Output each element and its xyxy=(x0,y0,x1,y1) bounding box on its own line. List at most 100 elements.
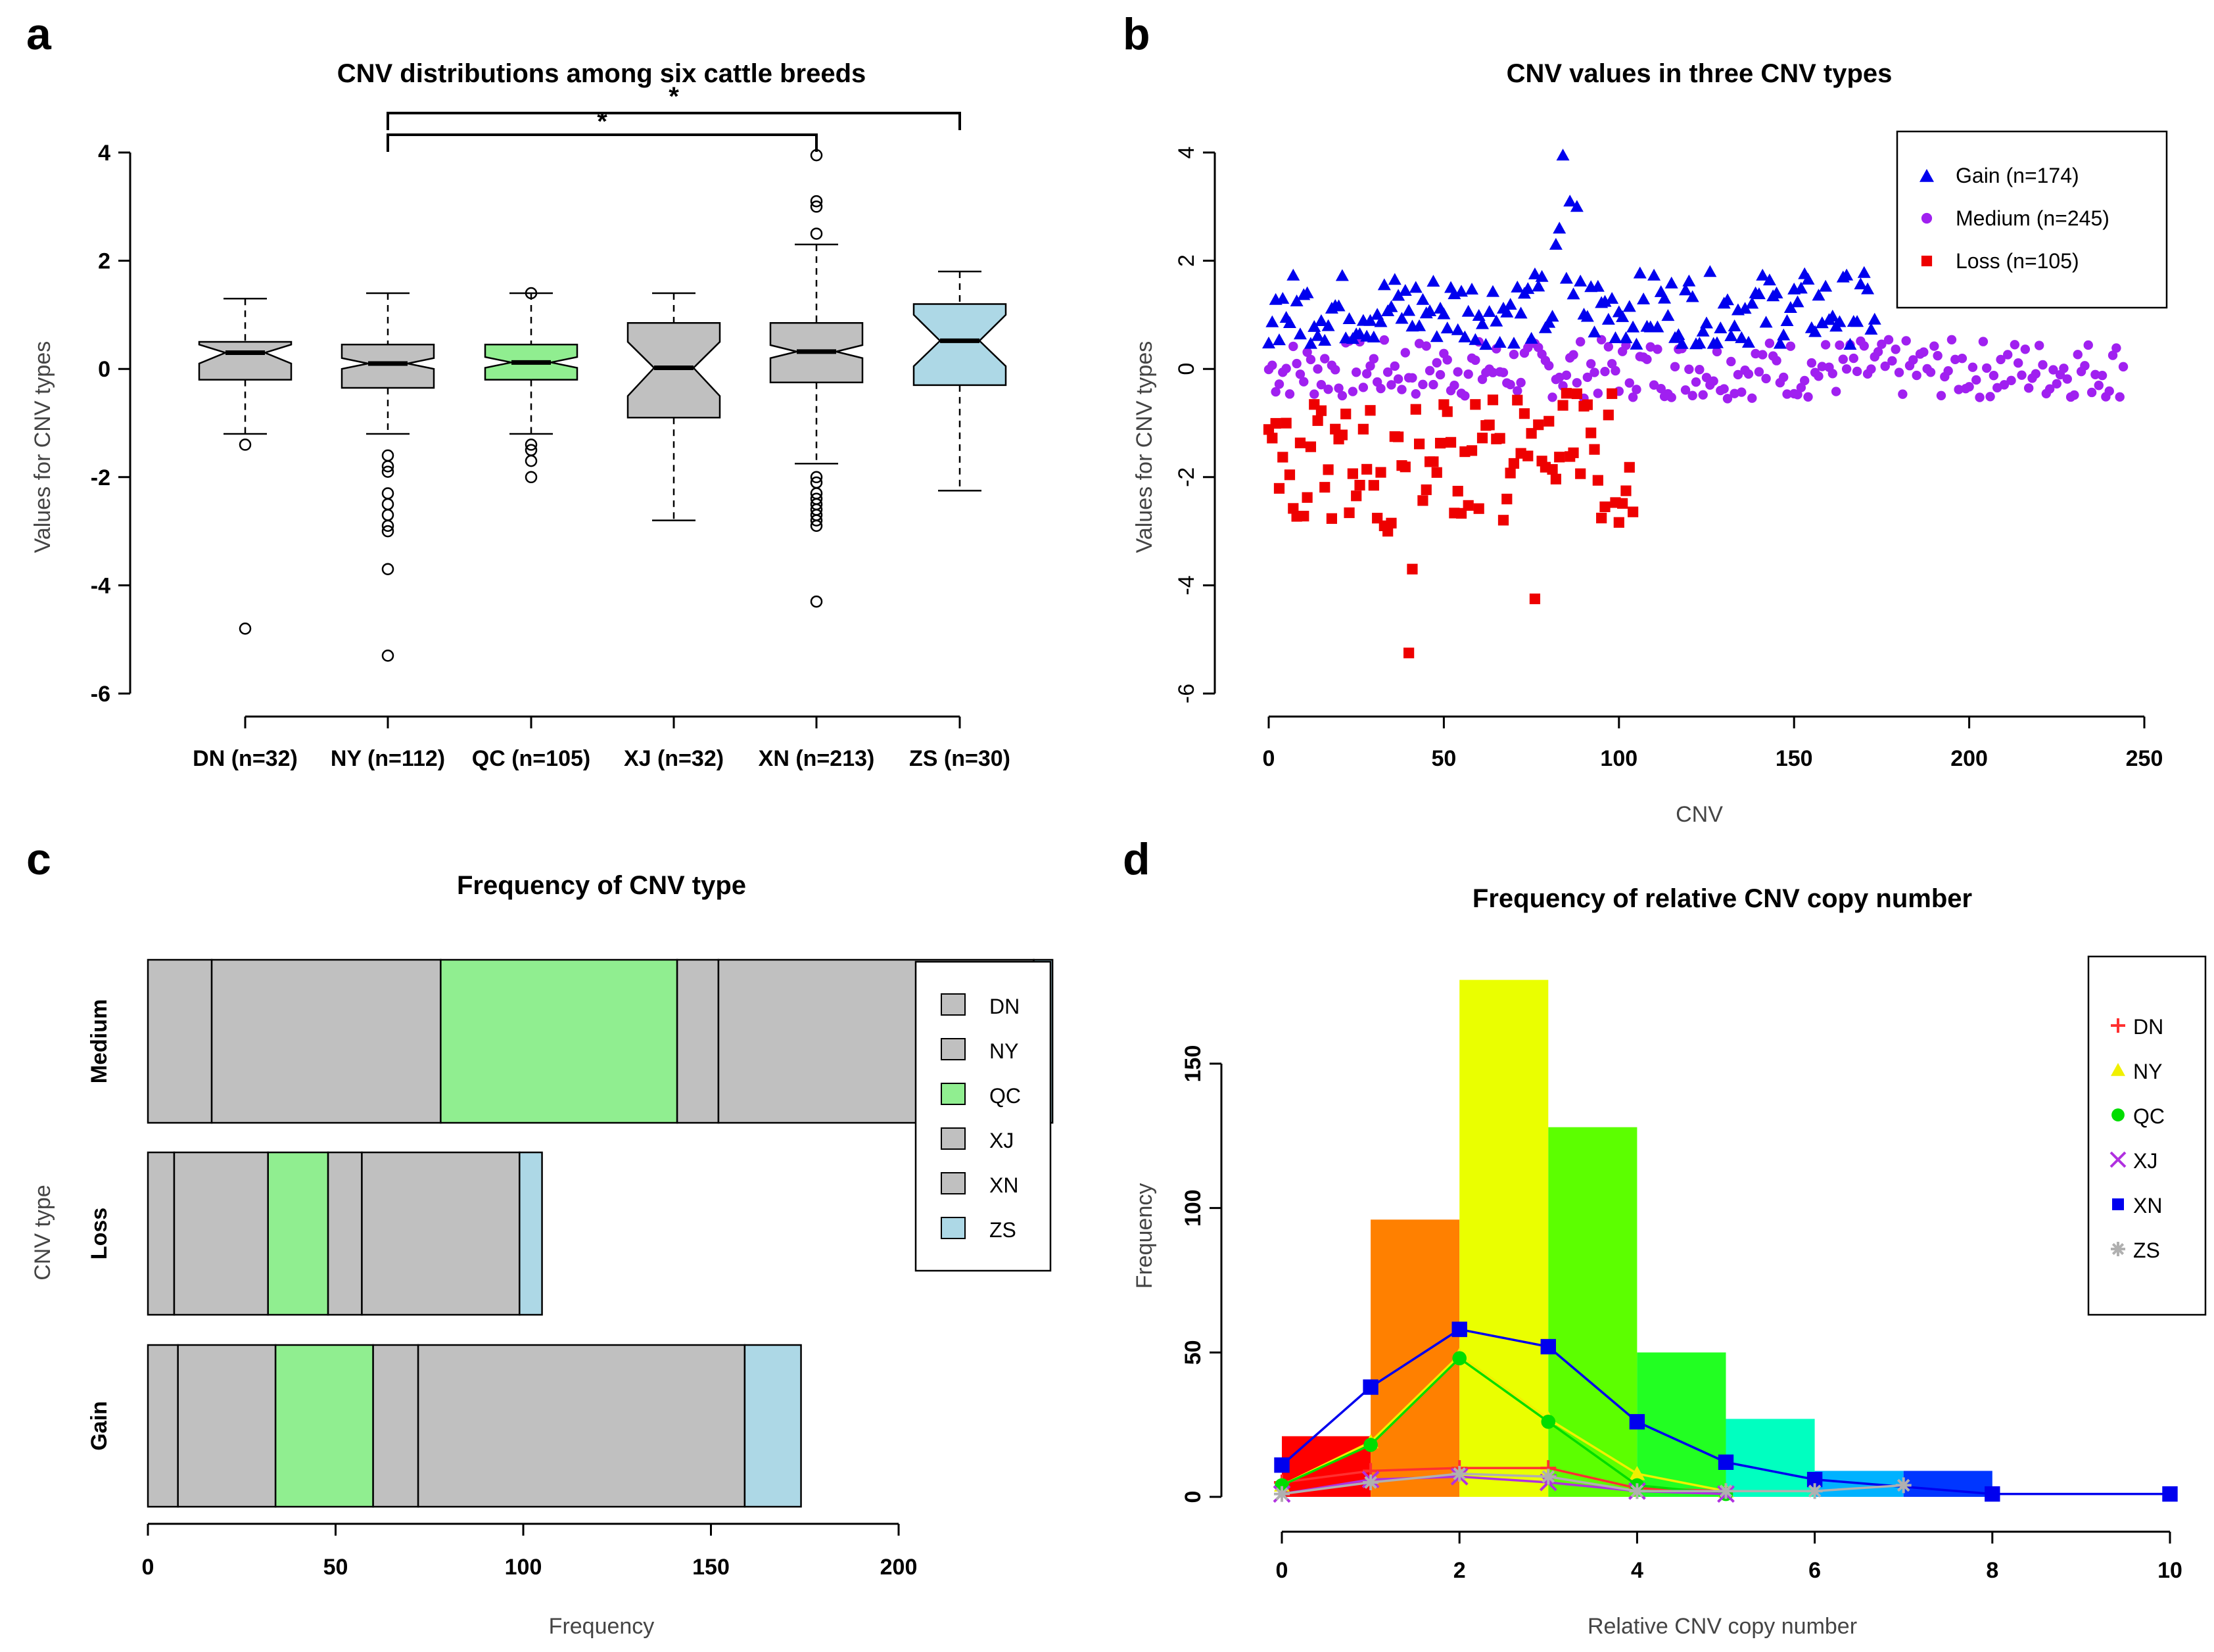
series-point xyxy=(1540,1338,1556,1355)
gain-point xyxy=(1307,319,1321,332)
medium-point xyxy=(2115,392,2125,402)
medium-point xyxy=(2111,343,2121,353)
legend-medium-label: Medium (n=245) xyxy=(1956,206,2109,230)
series-point xyxy=(1985,1486,2000,1502)
medium-point xyxy=(1600,366,1610,377)
medium-point xyxy=(1806,358,1817,368)
medium-point xyxy=(2003,350,2013,360)
loss-point xyxy=(1557,400,1568,411)
medium-point xyxy=(1954,385,1964,394)
gain-point xyxy=(1293,327,1307,340)
gain-point xyxy=(1398,283,1412,296)
x-tick-label: NY (n=112) xyxy=(331,746,445,771)
gain-point xyxy=(1265,315,1279,327)
medium-point xyxy=(1912,370,1921,381)
loss-point xyxy=(1586,427,1597,438)
medium-point xyxy=(1898,389,1908,399)
medium-point xyxy=(1509,349,1519,360)
gain-point xyxy=(1682,274,1696,287)
outlier-point xyxy=(810,201,823,213)
medium-point xyxy=(2094,381,2104,390)
y-tick-label: 4 xyxy=(98,141,110,166)
gain-point xyxy=(1332,299,1346,312)
medium-point xyxy=(2023,383,2034,393)
scatter-legend: Gain (n=174) Medium (n=245) Loss (n=105) xyxy=(1896,130,2168,309)
medium-point xyxy=(1653,344,1662,354)
histogram-panel: Frequency of relative CNV copy number Re… xyxy=(1132,884,2207,1639)
legend-marker xyxy=(2111,1242,2125,1256)
legend-label: DN xyxy=(989,995,1020,1018)
medium-point xyxy=(2118,362,2129,372)
series-line xyxy=(1281,1356,1726,1496)
scatter-panel: CNV values in three CNV types CNV Values… xyxy=(1132,59,2168,827)
outlier-point xyxy=(525,471,538,484)
medium-point xyxy=(1698,390,1708,400)
medium-point xyxy=(1722,394,1733,404)
stacked-bar-panel: Frequency of CNV type Frequency CNV type… xyxy=(30,871,1054,1639)
loss-point xyxy=(1624,461,1635,473)
gain-point xyxy=(1311,329,1325,341)
loss-point xyxy=(1505,467,1516,479)
loss-points xyxy=(1263,388,1639,659)
loss-point xyxy=(1407,563,1418,575)
series-point xyxy=(1718,1454,1734,1470)
medium-point xyxy=(1880,361,1890,371)
medium-point xyxy=(1590,367,1599,377)
medium-point xyxy=(1793,390,1802,400)
loss-point xyxy=(1270,417,1281,429)
medium-point xyxy=(1967,362,1978,372)
gain-point xyxy=(1335,269,1349,281)
loss-point xyxy=(1487,394,1499,406)
medium-point xyxy=(1547,392,1557,402)
gain-point xyxy=(1465,283,1479,295)
gain-point xyxy=(1840,268,1854,281)
series-point xyxy=(2162,1486,2178,1502)
gain-point xyxy=(1479,338,1493,350)
series-point xyxy=(1629,1465,1645,1480)
medium-point xyxy=(1572,378,1582,388)
boxplot-panel: CNV distributions among six cattle breed… xyxy=(30,59,1010,771)
gain-point xyxy=(1651,320,1664,333)
outlier-point xyxy=(239,622,252,635)
bar-xj-gain xyxy=(372,1344,419,1508)
medium-point xyxy=(1292,358,1302,369)
loss-point xyxy=(1336,429,1348,440)
medium-point xyxy=(1449,380,1459,390)
outlier-point xyxy=(381,563,394,575)
legend-label: XN xyxy=(989,1173,1018,1197)
legend-label: ZS xyxy=(2133,1239,2160,1262)
gain-point xyxy=(1290,294,1304,306)
legend-swatch xyxy=(941,1038,966,1060)
loss-point xyxy=(1568,447,1579,458)
histogram-title: Frequency of relative CNV copy number xyxy=(1472,884,1972,913)
gain-point xyxy=(1588,325,1601,338)
outlier-point xyxy=(381,449,394,462)
outlier-point xyxy=(381,498,394,511)
medium-point xyxy=(1908,355,1918,365)
medium-point xyxy=(2034,341,2044,350)
significance-star: * xyxy=(597,107,607,136)
legend-swatch xyxy=(941,1083,966,1105)
gain-point xyxy=(1451,323,1465,335)
medium-point xyxy=(1407,373,1417,383)
loss-point xyxy=(1312,415,1323,426)
loss-point xyxy=(1431,467,1442,478)
medium-point xyxy=(1975,392,1985,402)
gain-point xyxy=(1773,337,1787,349)
legend-medium-marker xyxy=(1921,212,1933,224)
legend-gain-marker xyxy=(1920,169,1934,182)
medium-point xyxy=(1513,386,1522,396)
medium-point xyxy=(1859,341,1869,351)
medium-point xyxy=(1691,377,1701,387)
medium-point xyxy=(1891,344,1900,354)
medium-point xyxy=(1284,389,1295,399)
medium-point xyxy=(1943,366,1953,376)
gain-point xyxy=(1286,268,1300,281)
medium-point xyxy=(1796,383,1806,392)
series-xn xyxy=(1274,1321,2178,1502)
gain-point xyxy=(1367,330,1380,342)
x-tick-label: 50 xyxy=(1431,746,1456,771)
series-point xyxy=(1274,1486,1290,1502)
gain-point xyxy=(1693,337,1707,349)
